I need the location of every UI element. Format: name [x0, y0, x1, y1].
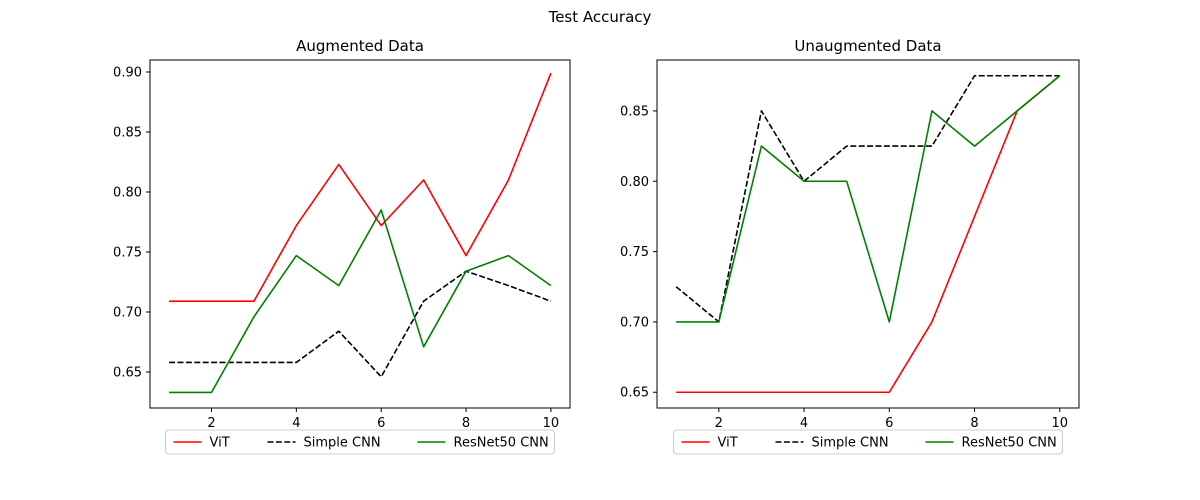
x-tick-label: 2 — [207, 416, 215, 431]
series-line-resnet50-cnn — [676, 75, 1061, 323]
legend-box — [165, 429, 555, 455]
y-tick-label: 0.75 — [620, 245, 649, 260]
legend-label-resnet50-cnn: ResNet50 CNN — [962, 436, 1057, 451]
legend: ViT Simple CNN ResNet50 CNN — [165, 429, 555, 455]
y-tick-label: 0.65 — [620, 386, 649, 401]
series-line-simple-cnn — [675, 74, 1060, 323]
y-tick-label: 0.85 — [113, 126, 142, 141]
chart-panel-augmented: Augmented Data 2 4 6 8 10 0.65 0.70 0.75 0.80 0.85… — [113, 37, 571, 455]
x-tick-label: 8 — [462, 416, 470, 431]
x-tick-label: 4 — [800, 416, 808, 431]
y-tick-label: 0.70 — [620, 315, 649, 330]
y-tick-label: 0.65 — [113, 366, 142, 381]
legend: ViT Simple CNN ResNet50 CNN — [673, 429, 1063, 455]
x-tick-label: 10 — [543, 416, 560, 431]
x-tick-label: 10 — [1052, 416, 1069, 431]
y-tick-label: 0.75 — [113, 246, 142, 261]
figure-title: Test Accuracy — [548, 8, 652, 26]
series-group — [169, 72, 552, 394]
x-tick-label: 6 — [885, 416, 893, 431]
plot-frame — [656, 59, 1080, 409]
legend-label-vit: ViT — [718, 436, 738, 451]
legend-label-simple-cnn: Simple CNN — [304, 436, 381, 451]
series-line-vit — [676, 75, 1061, 394]
axes-title: Augmented Data — [296, 37, 424, 55]
legend-box — [673, 429, 1063, 455]
x-tick-label: 4 — [292, 416, 300, 431]
axes-title: Unaugmented Data — [794, 37, 941, 55]
x-tick-label: 2 — [715, 416, 723, 431]
series-line-resnet50-cnn — [169, 209, 552, 394]
series-line-vit — [169, 72, 552, 303]
y-tick-label: 0.85 — [620, 104, 649, 119]
y-tick-label: 0.80 — [620, 175, 649, 190]
y-tick-label: 0.70 — [113, 306, 142, 321]
x-tick-label: 8 — [970, 416, 978, 431]
series-group — [675, 74, 1061, 394]
y-tick-label: 0.80 — [113, 186, 142, 201]
legend-label-vit: ViT — [210, 436, 230, 451]
y-tick-label: 0.90 — [113, 66, 142, 81]
chart-panel-unaugmented: Unaugmented Data 2 4 6 8 10 0.65 0.70 0.75 0.80 0.… — [620, 37, 1080, 455]
series-line-simple-cnn — [169, 270, 552, 378]
plot-frame — [149, 59, 571, 409]
x-tick-label: 6 — [377, 416, 385, 431]
legend-label-simple-cnn: Simple CNN — [812, 436, 889, 451]
legend-label-resnet50-cnn: ResNet50 CNN — [454, 436, 549, 451]
